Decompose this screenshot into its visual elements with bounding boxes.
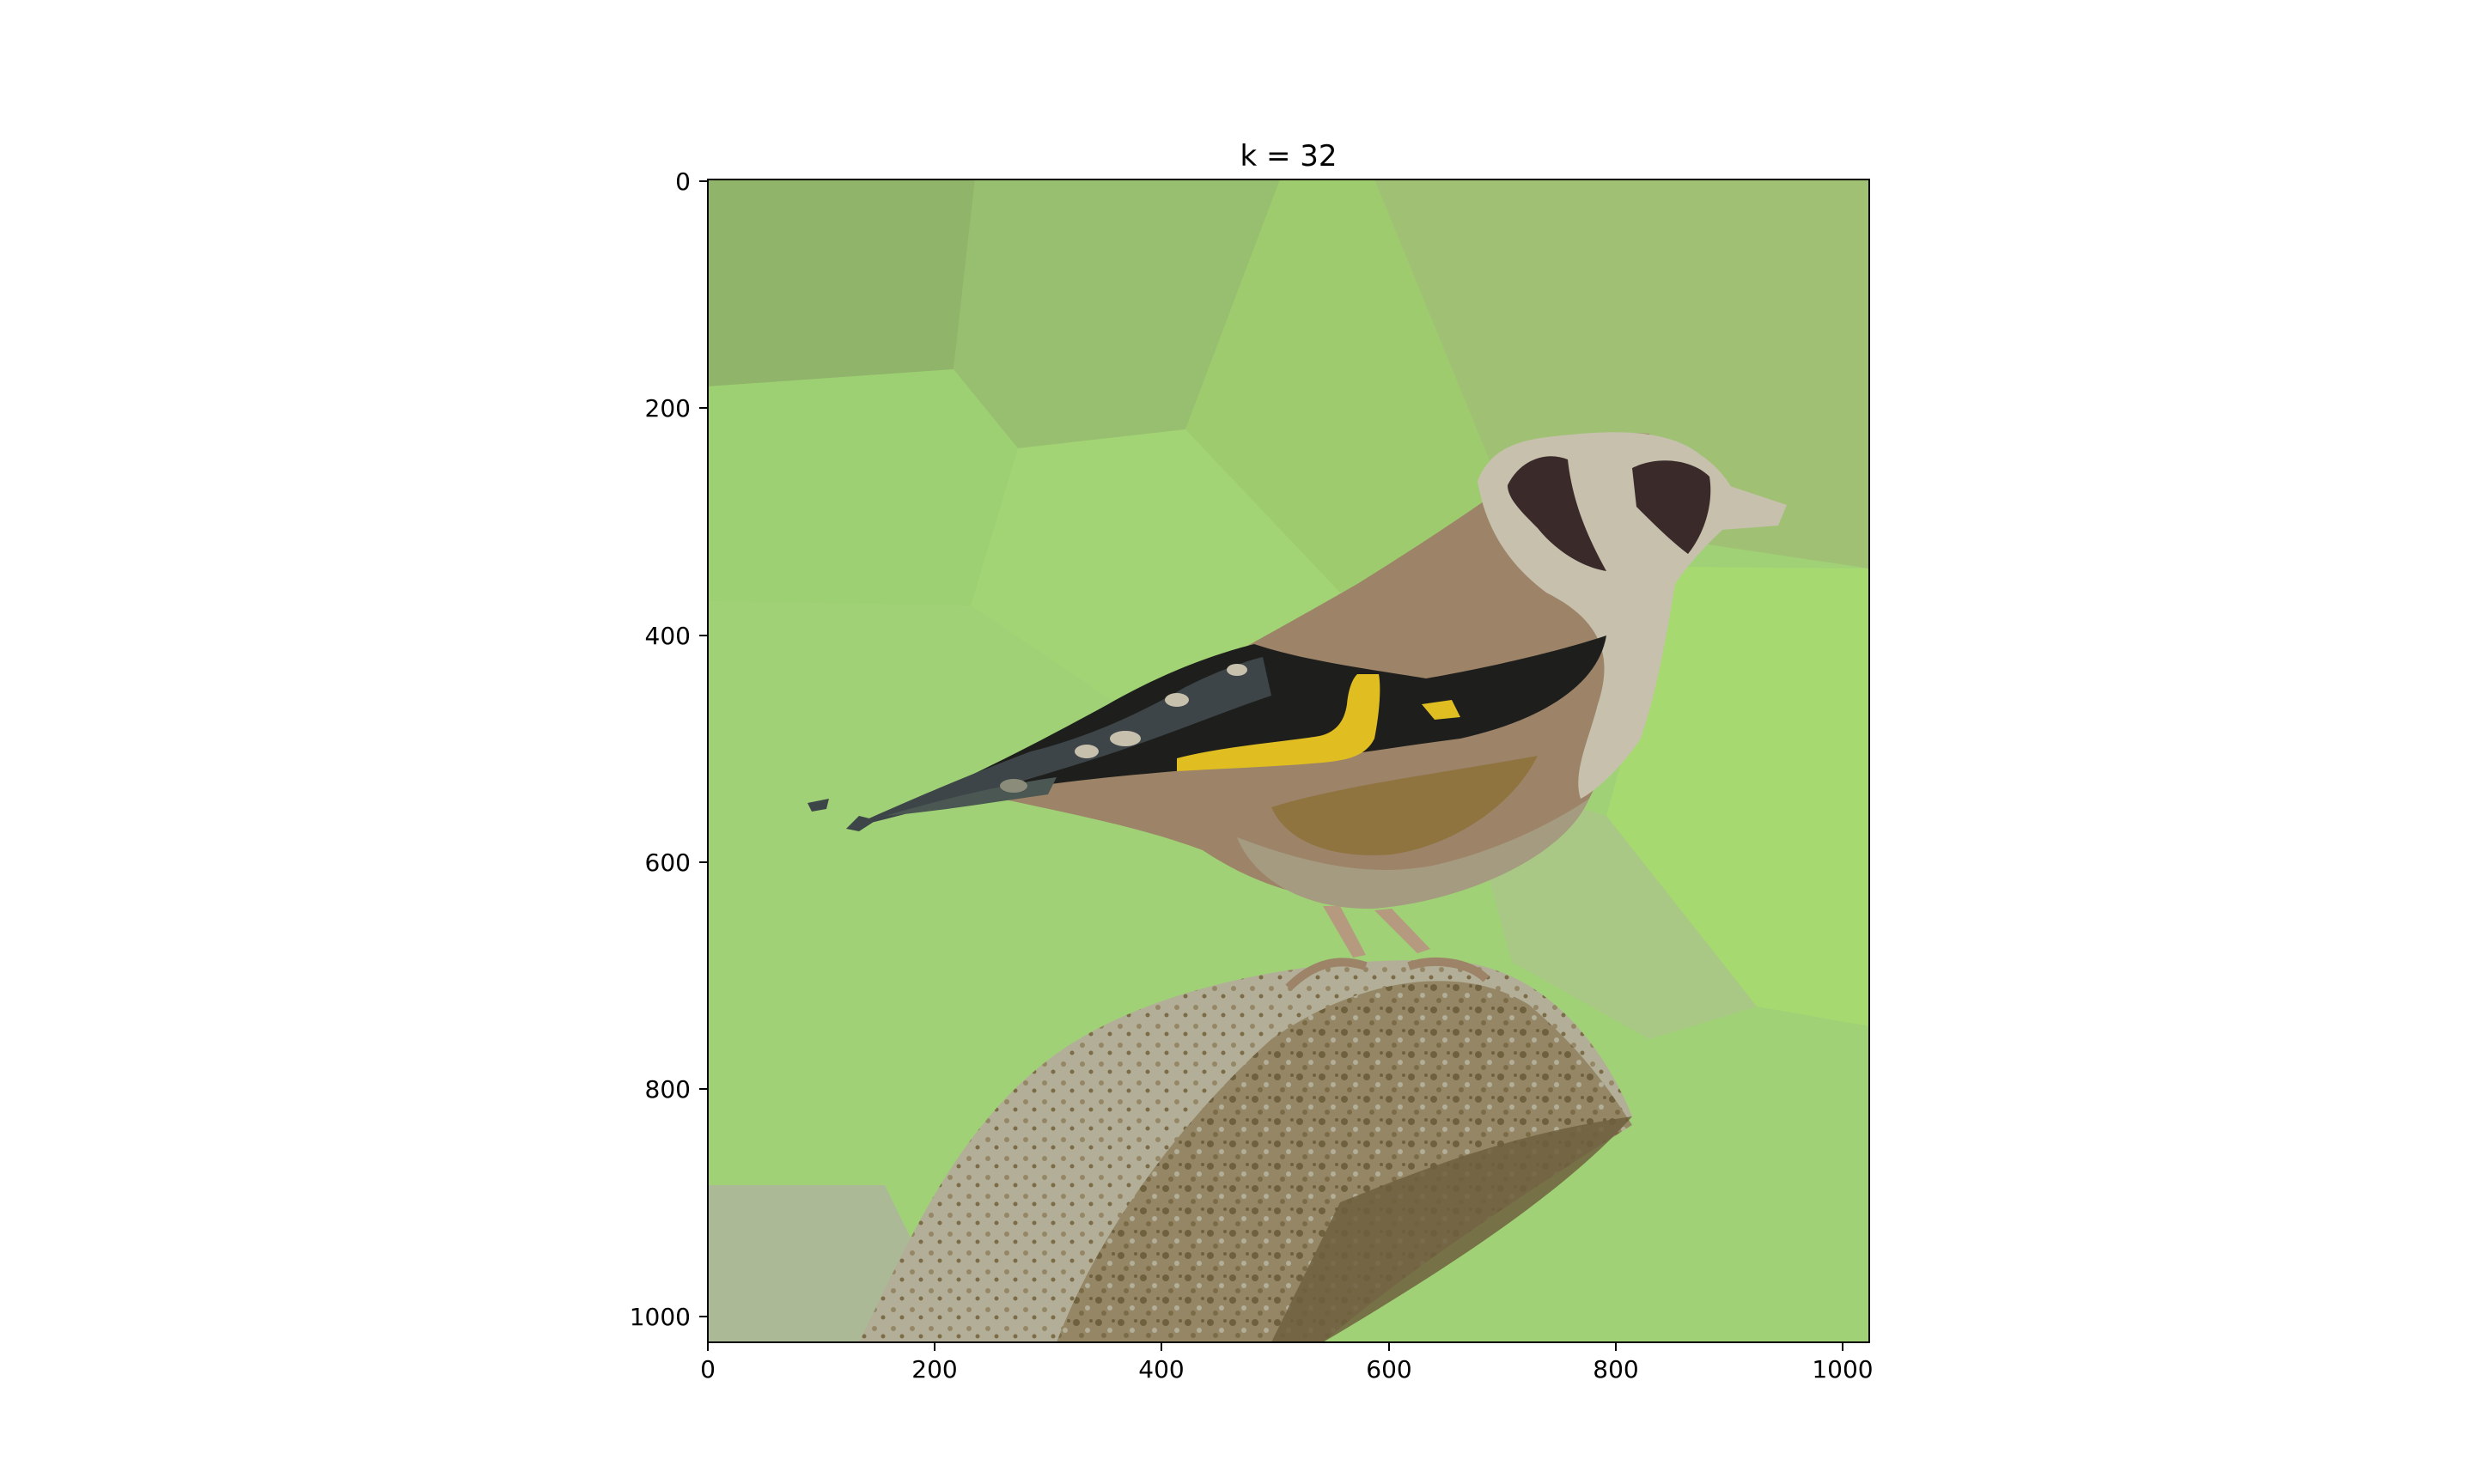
bg-region-5: [708, 369, 1018, 605]
y-tick-label: 1000: [630, 1303, 691, 1331]
x-tick-label: 0: [700, 1355, 716, 1384]
bg-region-8: [1606, 567, 1869, 1026]
y-tick-label: 600: [645, 848, 691, 877]
goldfinch: [807, 432, 1787, 991]
y-tick-label: 400: [645, 622, 691, 650]
x-tick-label: 600: [1366, 1355, 1411, 1384]
bg-region-2: [954, 179, 1280, 448]
x-tick-label: 400: [1138, 1355, 1184, 1384]
chart-title: k = 32: [1240, 139, 1337, 173]
bg-region-12: [1340, 1007, 1869, 1342]
axes-frame: [707, 179, 1870, 1343]
bg-region-10: [708, 867, 1005, 1185]
tree-stump: [859, 960, 1632, 1342]
x-tick-label: 200: [911, 1355, 957, 1384]
x-tick-label: 800: [1593, 1355, 1638, 1384]
x-axis: 0 200 400 600 800 1000: [700, 1342, 1874, 1384]
y-axis: 0 200 400 600 800 1000: [630, 167, 708, 1331]
quantized-image: [708, 179, 1869, 1342]
y-tick-label: 800: [645, 1075, 691, 1104]
bg-region-1: [708, 179, 975, 386]
bg-region-3: [1185, 179, 1512, 593]
x-tick-label: 1000: [1812, 1355, 1873, 1384]
y-tick-label: 0: [675, 167, 691, 196]
y-tick-label: 200: [645, 394, 691, 423]
